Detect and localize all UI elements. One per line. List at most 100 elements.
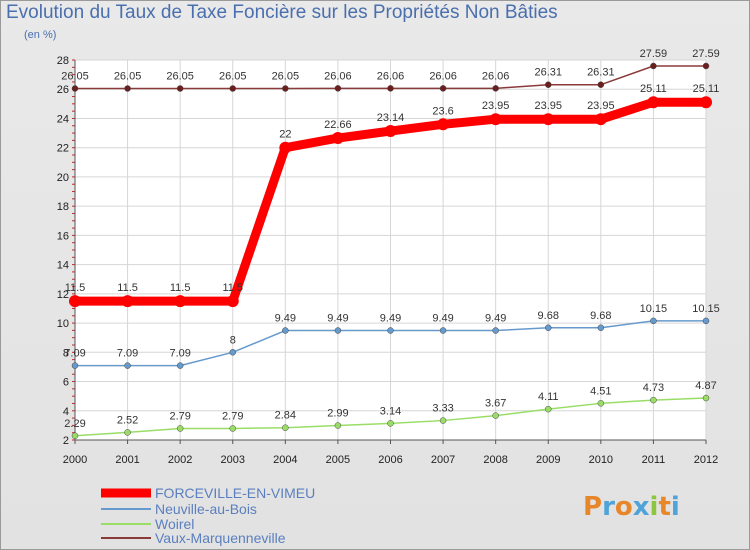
data-point bbox=[597, 81, 605, 88]
legend-entry: Vaux-Marquenneville bbox=[155, 530, 286, 546]
data-point bbox=[700, 96, 712, 109]
data-point bbox=[650, 62, 657, 70]
data-label: 2.79 bbox=[169, 410, 190, 422]
data-point bbox=[439, 85, 447, 92]
data-label: 7.09 bbox=[117, 348, 138, 360]
legend-entry: Woirel bbox=[155, 516, 194, 532]
data-label: 26.06 bbox=[377, 70, 405, 82]
data-label: 11.5 bbox=[222, 282, 243, 294]
data-point bbox=[121, 295, 134, 308]
data-point bbox=[439, 417, 447, 424]
x-tick-label: 2012 bbox=[694, 454, 718, 466]
data-label: 10.15 bbox=[640, 303, 668, 315]
data-label: 2.99 bbox=[327, 408, 348, 420]
y-tick-label: 24 bbox=[57, 113, 69, 125]
data-label: 26.06 bbox=[429, 70, 457, 82]
data-label: 10.15 bbox=[692, 303, 720, 315]
data-point bbox=[279, 141, 292, 154]
data-point bbox=[597, 400, 605, 407]
data-label: 4.87 bbox=[695, 380, 716, 392]
data-label: 4.51 bbox=[590, 385, 611, 397]
data-point bbox=[124, 429, 131, 436]
data-label: 9.49 bbox=[485, 313, 506, 325]
y-tick-label: 20 bbox=[57, 172, 69, 184]
data-point bbox=[71, 85, 79, 92]
data-point bbox=[176, 362, 184, 369]
y-tick-label: 28 bbox=[57, 55, 69, 67]
data-label: 4.11 bbox=[538, 391, 559, 403]
data-point bbox=[331, 132, 344, 145]
data-label: 27.59 bbox=[640, 48, 668, 60]
data-label: 9.68 bbox=[590, 310, 611, 322]
x-tick-label: 2004 bbox=[273, 454, 297, 466]
x-tick-label: 2006 bbox=[378, 454, 402, 466]
data-point bbox=[594, 113, 607, 126]
data-label: 22 bbox=[279, 129, 291, 141]
data-point bbox=[282, 424, 289, 431]
data-point bbox=[702, 317, 710, 325]
x-tick-label: 2010 bbox=[589, 454, 613, 466]
data-point bbox=[229, 349, 236, 356]
data-point bbox=[124, 85, 131, 92]
legend: FORCEVILLE-EN-VIMEUNeuville-au-BoisWoire… bbox=[101, 485, 315, 546]
data-label: 22.66 bbox=[324, 119, 352, 131]
x-tick-label: 2000 bbox=[63, 454, 87, 466]
x-tick-label: 2007 bbox=[431, 454, 455, 466]
data-label: 4.73 bbox=[643, 382, 664, 394]
x-tick-label: 2001 bbox=[115, 454, 139, 466]
data-point bbox=[492, 412, 499, 419]
y-tick-label: 18 bbox=[57, 201, 69, 213]
x-tick-label: 2011 bbox=[642, 454, 666, 466]
data-point bbox=[387, 85, 394, 92]
data-label: 26.05 bbox=[166, 71, 194, 83]
data-point bbox=[597, 324, 605, 332]
x-tick-label: 2008 bbox=[483, 454, 507, 466]
data-point bbox=[650, 317, 657, 325]
data-point bbox=[387, 327, 394, 334]
legend-entry: FORCEVILLE-EN-VIMEU bbox=[155, 485, 315, 501]
data-point bbox=[71, 432, 79, 440]
data-point bbox=[334, 327, 342, 334]
data-point bbox=[69, 295, 81, 308]
data-point bbox=[282, 327, 289, 334]
data-point bbox=[176, 85, 184, 92]
data-label: 3.14 bbox=[380, 405, 401, 417]
data-label: 11.5 bbox=[65, 282, 86, 294]
data-point bbox=[647, 96, 660, 109]
logo-text: Proxiti bbox=[583, 492, 680, 522]
y-tick-label: 2 bbox=[63, 435, 69, 447]
data-point bbox=[226, 295, 239, 308]
data-point bbox=[71, 362, 79, 369]
data-point bbox=[384, 125, 397, 138]
data-label: 25.11 bbox=[640, 83, 667, 95]
legend-entry: Neuville-au-Bois bbox=[155, 501, 257, 517]
data-point bbox=[545, 405, 552, 413]
y-tick-label: 10 bbox=[57, 318, 69, 330]
data-point bbox=[387, 420, 394, 427]
data-label: 3.33 bbox=[432, 403, 453, 415]
data-label: 26.05 bbox=[61, 71, 89, 83]
data-point bbox=[229, 425, 236, 432]
data-point bbox=[492, 327, 499, 334]
data-point bbox=[229, 85, 236, 92]
x-tick-label: 2002 bbox=[168, 454, 192, 466]
data-label: 23.95 bbox=[534, 100, 562, 112]
data-point bbox=[545, 324, 552, 332]
y-tick-label: 14 bbox=[57, 260, 69, 272]
x-tick-label: 2009 bbox=[536, 454, 560, 466]
data-point bbox=[437, 118, 450, 131]
data-point bbox=[492, 85, 499, 92]
data-point bbox=[174, 295, 187, 308]
data-label: 2.29 bbox=[64, 418, 85, 430]
data-label: 7.09 bbox=[64, 348, 85, 360]
data-point bbox=[439, 327, 447, 334]
data-point bbox=[650, 396, 657, 404]
y-tick-label: 16 bbox=[57, 230, 69, 242]
data-point bbox=[334, 422, 342, 429]
y-axis-unit: (en %) bbox=[24, 29, 57, 41]
data-point bbox=[176, 425, 184, 432]
data-point bbox=[124, 362, 131, 369]
data-label: 8 bbox=[230, 334, 236, 346]
x-tick-label: 2003 bbox=[221, 454, 245, 466]
